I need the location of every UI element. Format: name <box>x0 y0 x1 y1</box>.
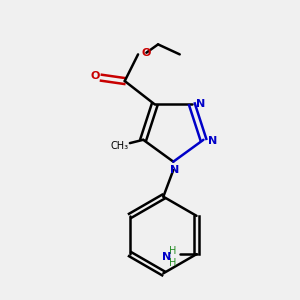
Text: N: N <box>170 165 179 175</box>
Text: O: O <box>142 48 151 58</box>
Text: H: H <box>169 246 176 256</box>
Text: N: N <box>162 253 171 262</box>
Text: O: O <box>90 71 99 81</box>
Text: H: H <box>169 257 176 268</box>
Text: N: N <box>196 99 205 110</box>
Text: CH₃: CH₃ <box>111 142 129 152</box>
Text: N: N <box>208 136 218 146</box>
